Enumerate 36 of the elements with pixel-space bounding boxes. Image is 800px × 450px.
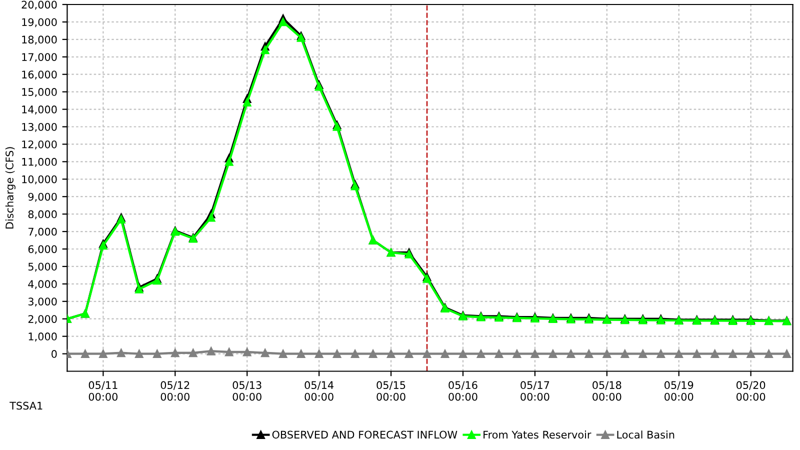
y-tick-label: 19,000 xyxy=(22,18,57,28)
legend-label: Local Basin xyxy=(617,430,674,439)
x-tick-label: 05/18 00:00 xyxy=(592,381,622,401)
legend-label: OBSERVED AND FORECAST INFLOW xyxy=(272,430,458,439)
x-tick-label: 05/17 00:00 xyxy=(520,381,550,401)
y-tick-label: 12,000 xyxy=(22,140,57,150)
y-tick-label: 8,000 xyxy=(28,210,57,220)
x-tick-label: 05/19 00:00 xyxy=(664,381,694,401)
y-tick-label: 4,000 xyxy=(28,280,57,290)
y-tick-label: 13,000 xyxy=(22,122,57,132)
x-tick-label: 05/11 00:00 xyxy=(88,381,118,401)
y-tick-label: 7,000 xyxy=(28,228,57,237)
y-tick-label: 1,000 xyxy=(28,332,57,342)
y-tick-label: 5,000 xyxy=(28,262,57,272)
y-tick-label: 10,000 xyxy=(22,175,57,184)
x-tick-label: 05/15 00:00 xyxy=(376,381,406,401)
y-tick-label: 17,000 xyxy=(22,53,57,62)
y-tick-label: 18,000 xyxy=(22,36,57,45)
y-tick-label: 9,000 xyxy=(28,192,57,202)
y-tick-label: 16,000 xyxy=(22,70,57,80)
y-tick-label: 2,000 xyxy=(28,315,57,324)
text: TSSA1 xyxy=(10,402,42,410)
y-axis-title: Discharge (CFS) xyxy=(5,147,16,229)
x-tick-label: 05/13 00:00 xyxy=(232,381,262,401)
x-tick-label: 05/12 00:00 xyxy=(160,381,190,401)
y-tick-label: 6,000 xyxy=(28,245,57,254)
x-tick-label: 05/20 00:00 xyxy=(736,381,766,401)
y-tick-label: 14,000 xyxy=(22,106,57,114)
y-tick-label: 11,000 xyxy=(22,158,57,167)
legend-label: From Yates Reservoir xyxy=(484,430,592,439)
x-tick-label: 05/14 00:00 xyxy=(304,381,334,401)
x-tick-label: 05/16 00:00 xyxy=(448,381,478,401)
y-tick-label: 0 xyxy=(52,350,57,358)
y-tick-label: 3,000 xyxy=(28,298,57,307)
y-tick-label: 20,000 xyxy=(22,0,57,10)
y-tick-label: 15,000 xyxy=(22,88,57,97)
